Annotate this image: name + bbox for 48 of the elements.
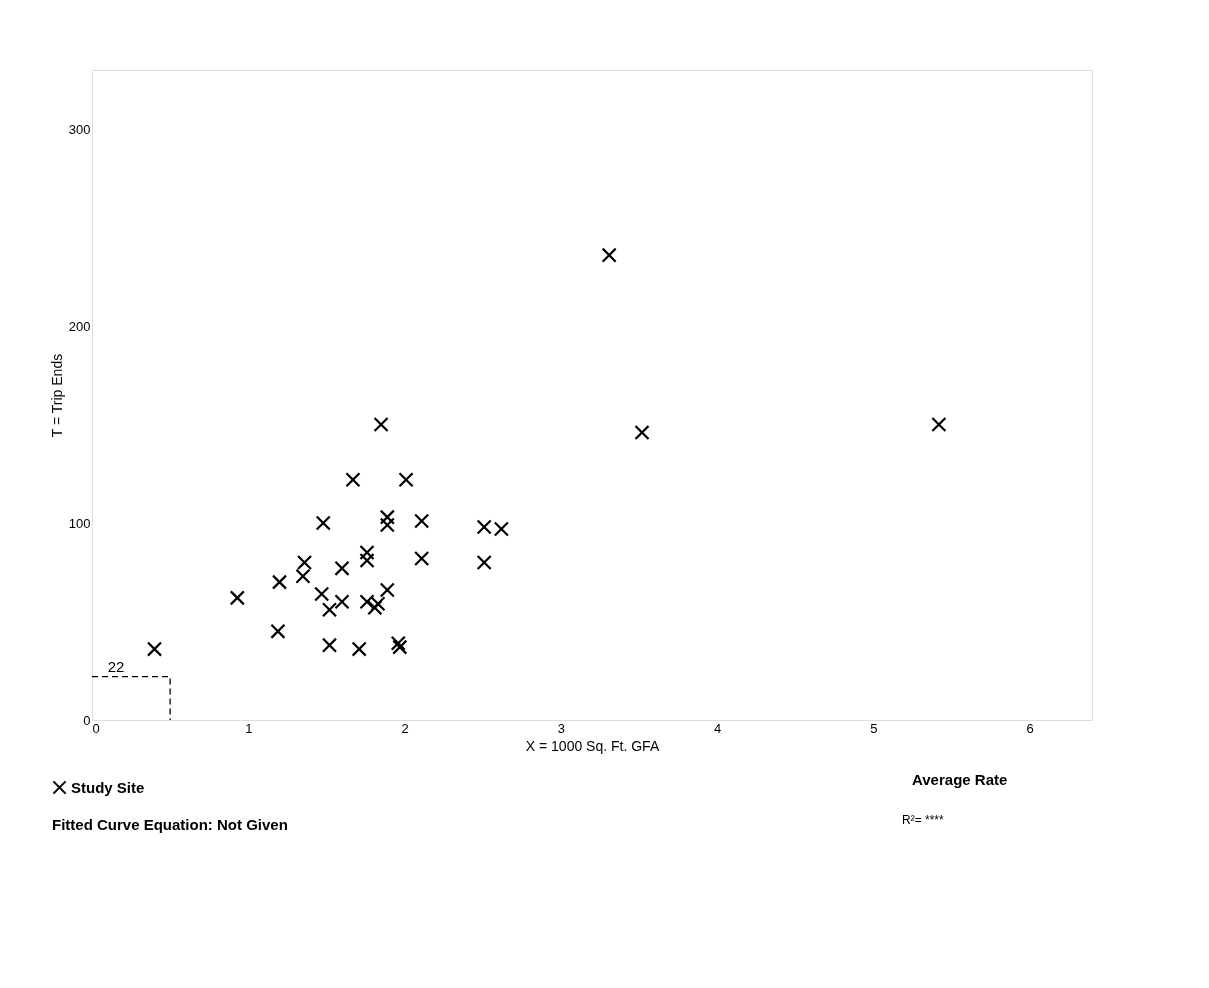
point — [601, 247, 617, 263]
x-tick-label: 3 — [557, 720, 565, 736]
point — [146, 641, 163, 657]
y-tick-label: 200 — [68, 318, 91, 334]
x-tick-label: 1 — [245, 720, 253, 736]
point — [321, 602, 338, 618]
x-axis-title: X = 1000 Sq. Ft. GFA — [525, 737, 660, 754]
x-tick-label: 5 — [870, 720, 878, 736]
text: R²= **** — [902, 813, 945, 827]
text: Average Rate — [912, 771, 1008, 788]
point — [345, 472, 361, 488]
point — [314, 586, 330, 602]
y-tick-label: 100 — [68, 515, 91, 531]
legend-label: Study Site — [71, 778, 145, 796]
y-tick-label: 300 — [68, 121, 91, 137]
point — [379, 517, 395, 533]
point — [414, 513, 430, 529]
point — [373, 416, 389, 433]
point — [351, 641, 367, 657]
y-axis-title: T = Trip Ends — [48, 353, 65, 438]
point — [359, 552, 375, 569]
point — [367, 600, 383, 616]
x-tick-label: 4 — [713, 720, 722, 736]
point — [392, 639, 408, 655]
point — [931, 416, 947, 433]
point — [334, 594, 350, 610]
text: Fitted Curve Equation: Not Given — [52, 816, 288, 833]
point — [634, 424, 650, 441]
point — [315, 515, 331, 531]
point — [476, 519, 492, 535]
point — [270, 623, 286, 639]
point — [271, 574, 288, 590]
point — [379, 582, 395, 598]
point — [334, 560, 350, 576]
point — [359, 544, 375, 561]
point — [414, 550, 430, 567]
point — [321, 637, 338, 653]
point — [296, 554, 313, 571]
point — [390, 635, 406, 651]
point — [493, 521, 509, 537]
annotation: 22 — [107, 657, 125, 675]
x-tick-label: 2 — [401, 720, 409, 736]
point — [398, 472, 414, 488]
point — [229, 590, 245, 606]
point — [379, 509, 395, 525]
x-tick-label: 6 — [1026, 720, 1034, 736]
point — [295, 568, 311, 584]
point — [476, 554, 492, 571]
